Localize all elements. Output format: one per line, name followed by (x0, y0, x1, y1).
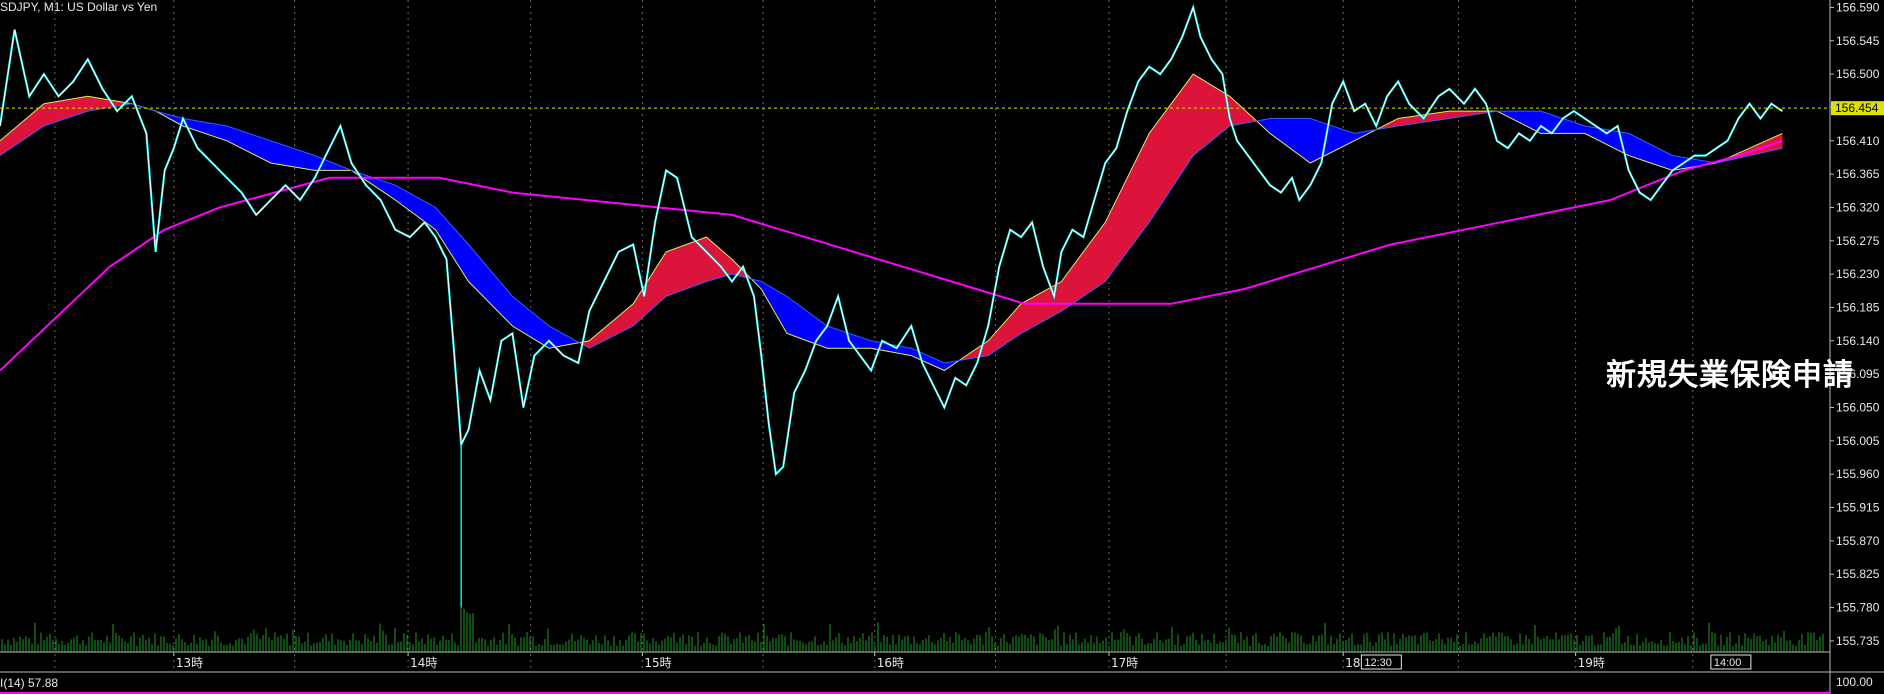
price-series (0, 3, 1784, 608)
cloud-segment (1256, 118, 1379, 163)
x-tick-label: 15時 (644, 656, 671, 670)
current-price-label: 156.454 (1835, 101, 1879, 115)
cloud-segment (0, 96, 158, 156)
x-tick-label: 16時 (877, 656, 904, 670)
y-tick-label: 155.735 (1836, 634, 1880, 648)
y-tick-label: 156.185 (1836, 300, 1880, 314)
x-tick-label: 17時 (1111, 656, 1138, 670)
x-tick-label: 14時 (410, 656, 437, 670)
y-tick-label: 156.005 (1836, 434, 1880, 448)
y-tick-label: 156.590 (1836, 0, 1880, 14)
y-tick-label: 156.545 (1836, 34, 1880, 48)
volume-histogram (1, 605, 1824, 652)
time-marker-label: 14:00 (1714, 657, 1742, 669)
y-tick-label: 156.365 (1836, 167, 1880, 181)
y-tick-label: 156.140 (1836, 334, 1880, 348)
price-axis: 156.590156.545156.500156.455156.410156.3… (1829, 0, 1884, 694)
subwindow-scale-label: 100.00 (1836, 675, 1873, 689)
time-marker-label: 12:30 (1364, 657, 1392, 669)
news-overlay-text: 新規失業保険申請 (1606, 358, 1854, 393)
x-tick-label: 19時 (1578, 656, 1605, 670)
indicator-label: I(14) 57.88 (0, 676, 59, 690)
y-tick-label: 156.275 (1836, 234, 1880, 248)
y-tick-label: 155.870 (1836, 534, 1880, 548)
slow-ma-line (0, 103, 1783, 364)
cloud-segment (579, 237, 752, 348)
time-marker-box (1360, 654, 1402, 670)
time-marker-box (1710, 654, 1752, 670)
price-line (0, 5, 1783, 476)
fast-ma-line (0, 73, 1783, 372)
cloud-segment (1497, 111, 1718, 171)
y-tick-label: 156.230 (1836, 267, 1880, 281)
y-tick-label: 156.050 (1836, 401, 1880, 415)
current-price-badge (1831, 101, 1884, 116)
y-tick-label: 156.410 (1836, 134, 1880, 148)
x-tick-label: 13時 (176, 656, 203, 670)
y-tick-label: 156.095 (1836, 367, 1880, 381)
y-tick-label: 156.500 (1836, 67, 1880, 81)
cloud-segment (157, 111, 580, 349)
chart-title: SDJPY, M1: US Dollar vs Yen (0, 0, 158, 14)
y-tick-label: 156.320 (1836, 200, 1880, 214)
y-tick-label: 155.825 (1836, 567, 1880, 581)
y-tick-label: 155.780 (1836, 601, 1880, 615)
y-tick-label: 155.915 (1836, 501, 1880, 515)
y-tick-label: 155.960 (1836, 467, 1880, 481)
indicator-subwindow: 100.00 (0, 671, 1884, 694)
